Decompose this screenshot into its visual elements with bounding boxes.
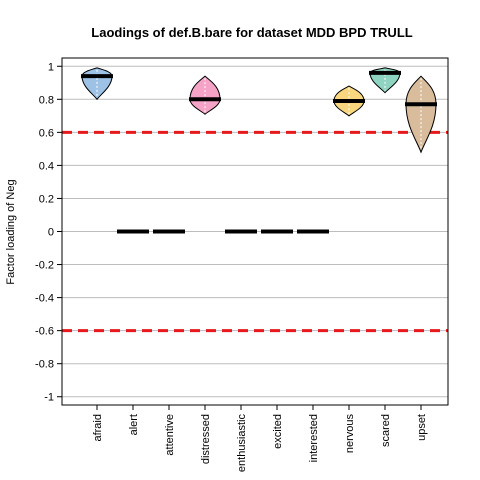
reference-lines (62, 130, 448, 333)
chart-title: Laodings of def.B.bare for dataset MDD B… (91, 25, 412, 40)
y-tick-label: -0.8 (35, 359, 54, 371)
y-axis-label: Factor loading of Neg (5, 179, 17, 284)
y-tick-label: -1 (44, 392, 54, 404)
x-tick-label: attentive (164, 414, 176, 456)
y-tick-label: 1 (48, 61, 54, 73)
x-tick-label: excited (272, 414, 284, 449)
x-tick-label: interested (308, 414, 320, 462)
y-tick-label: 0.6 (39, 127, 54, 139)
y-tick-label: 0.4 (39, 160, 54, 172)
x-tick-label: afraid (92, 414, 104, 442)
x-tick-label: upset (416, 414, 428, 441)
y-tick-label: -0.6 (35, 326, 54, 338)
x-tick-label: distressed (200, 414, 212, 464)
violin-upset (405, 75, 437, 154)
violins (81, 67, 437, 234)
violin-scared (369, 67, 401, 94)
x-axis: afraid alert attentive distressed enthusiast… (92, 405, 428, 472)
y-tick-label: 0 (48, 227, 54, 239)
violin-afraid (81, 67, 113, 101)
x-tick-label: enthusiastic (236, 414, 248, 473)
y-tick-label: 0.8 (39, 94, 54, 106)
x-tick-label: nervous (344, 414, 356, 454)
violin-nervous (333, 85, 365, 117)
x-tick-label: scared (380, 414, 392, 447)
y-tick-label: -0.4 (35, 293, 54, 305)
y-tick-label: -0.2 (35, 260, 54, 272)
x-tick-label: alert (128, 414, 140, 435)
violin-distressed (189, 75, 221, 115)
y-axis: 1 0.8 0.6 0.4 0.2 0 -0.2 -0.4 -0.6 -0.8 -1 (35, 61, 62, 404)
y-tick-label: 0.2 (39, 193, 54, 205)
